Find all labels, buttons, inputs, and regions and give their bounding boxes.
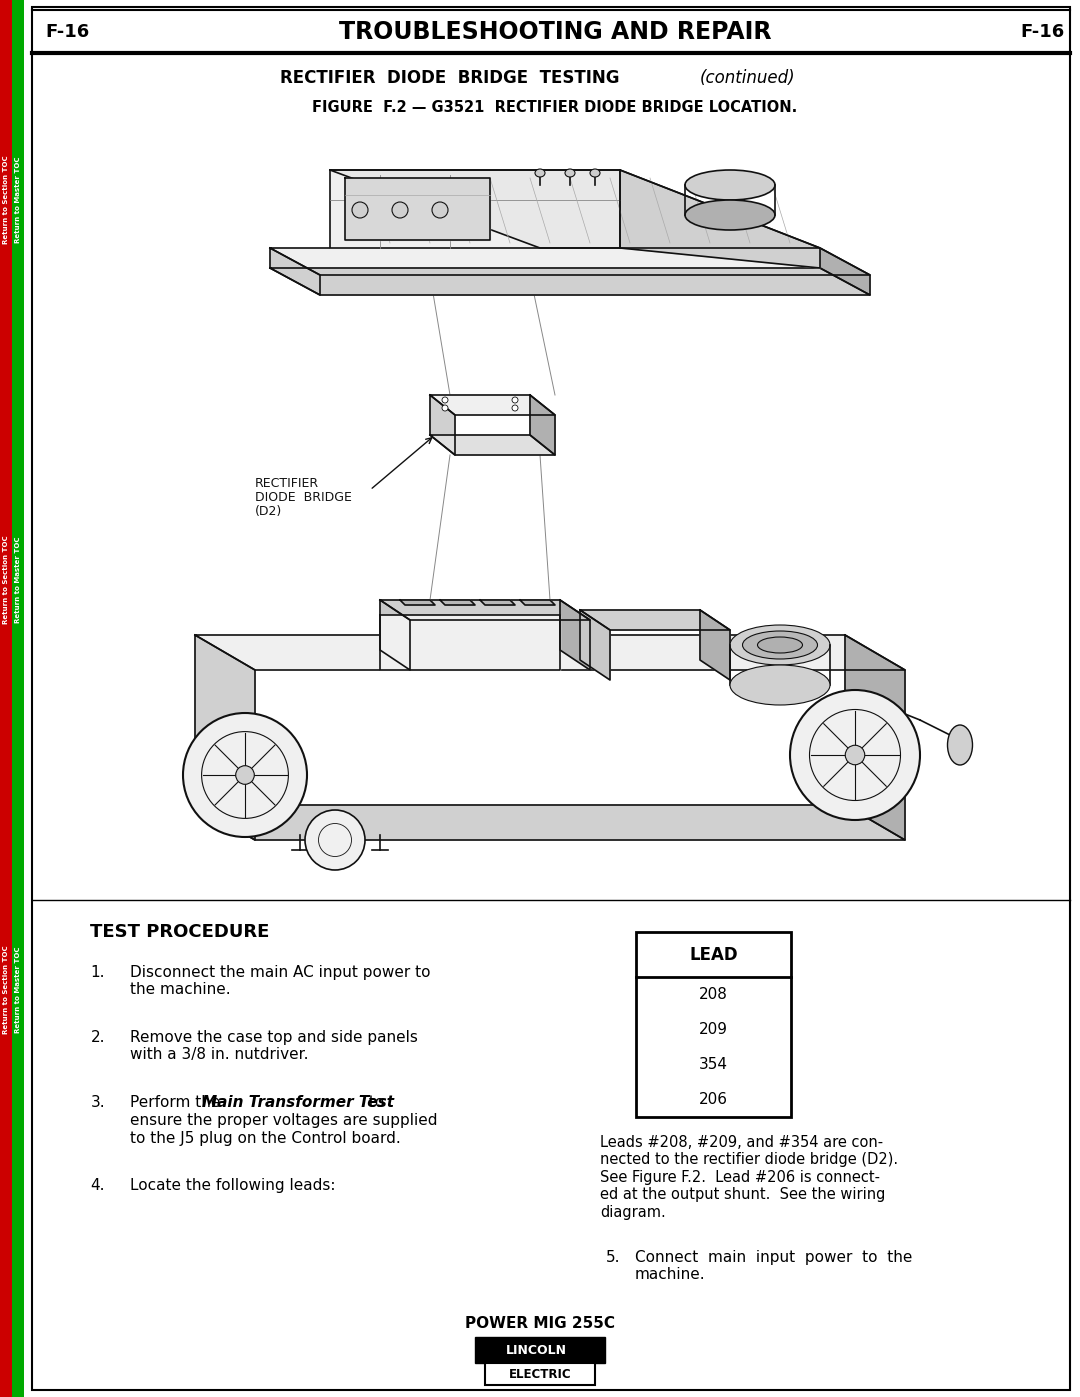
Polygon shape — [561, 599, 590, 671]
Text: 4.: 4. — [91, 1178, 105, 1193]
Polygon shape — [400, 599, 435, 605]
Circle shape — [392, 203, 408, 218]
Polygon shape — [820, 249, 870, 295]
Text: Remove the case top and side panels
with a 3/8 in. nutdriver.: Remove the case top and side panels with… — [130, 1030, 418, 1062]
Polygon shape — [270, 249, 870, 275]
Text: 354: 354 — [699, 1058, 728, 1071]
Polygon shape — [580, 610, 610, 680]
Polygon shape — [345, 177, 490, 240]
Text: TROUBLESHOOTING AND REPAIR: TROUBLESHOOTING AND REPAIR — [339, 20, 771, 43]
Polygon shape — [430, 395, 455, 455]
Ellipse shape — [730, 665, 831, 705]
Text: ensure the proper voltages are supplied: ensure the proper voltages are supplied — [130, 1113, 437, 1127]
Text: 208: 208 — [699, 988, 728, 1002]
Text: Connect  main  input  power  to  the
machine.: Connect main input power to the machine. — [635, 1250, 913, 1282]
Text: Locate the following leads:: Locate the following leads: — [130, 1178, 336, 1193]
Polygon shape — [330, 170, 820, 249]
Polygon shape — [330, 170, 620, 249]
Polygon shape — [430, 434, 555, 455]
Text: (D2): (D2) — [255, 504, 282, 518]
Ellipse shape — [685, 170, 775, 200]
Ellipse shape — [730, 624, 831, 665]
Text: 3.: 3. — [91, 1095, 105, 1111]
Polygon shape — [530, 395, 555, 455]
Text: LINCOLN: LINCOLN — [505, 1344, 567, 1356]
Text: F-16: F-16 — [45, 22, 90, 41]
Polygon shape — [195, 636, 905, 671]
Text: Perform the: Perform the — [130, 1095, 226, 1111]
Text: F-16: F-16 — [1021, 22, 1065, 41]
Polygon shape — [519, 599, 555, 605]
Text: to the J5 plug on the Control board.: to the J5 plug on the Control board. — [130, 1132, 401, 1146]
Text: POWER MIG 255C: POWER MIG 255C — [465, 1316, 615, 1330]
Text: RECTIFIER: RECTIFIER — [255, 476, 319, 490]
Polygon shape — [480, 599, 515, 605]
Polygon shape — [195, 636, 255, 840]
Polygon shape — [270, 268, 870, 295]
Text: TEST PROCEDURE: TEST PROCEDURE — [90, 923, 269, 942]
Ellipse shape — [565, 169, 575, 177]
Text: ELECTRIC: ELECTRIC — [509, 1368, 571, 1380]
Circle shape — [432, 203, 448, 218]
Text: Leads #208, #209, and #354 are con-
nected to the rectifier diode bridge (D2).
S: Leads #208, #209, and #354 are con- nect… — [600, 1134, 899, 1220]
Polygon shape — [195, 805, 905, 840]
Circle shape — [183, 712, 307, 837]
Text: Return to Section TOC: Return to Section TOC — [3, 535, 9, 624]
Circle shape — [512, 405, 518, 411]
Bar — [485, 1363, 595, 1384]
Ellipse shape — [535, 169, 545, 177]
Polygon shape — [380, 599, 590, 620]
Text: DIODE  BRIDGE: DIODE BRIDGE — [255, 490, 352, 504]
Text: Return to Master TOC: Return to Master TOC — [15, 156, 21, 243]
Circle shape — [352, 203, 368, 218]
Bar — [12, 0, 24, 1397]
Text: (continued): (continued) — [700, 68, 796, 87]
Polygon shape — [380, 615, 561, 671]
Text: Return to Master TOC: Return to Master TOC — [15, 947, 21, 1034]
Circle shape — [846, 745, 865, 764]
Text: 209: 209 — [699, 1023, 728, 1037]
Polygon shape — [380, 599, 410, 671]
Polygon shape — [430, 395, 555, 415]
Bar — [0, 0, 12, 1397]
Text: RECTIFIER  DIODE  BRIDGE  TESTING: RECTIFIER DIODE BRIDGE TESTING — [280, 68, 620, 87]
Polygon shape — [440, 599, 475, 605]
Polygon shape — [270, 249, 320, 295]
Bar — [475, 1337, 605, 1363]
Polygon shape — [620, 170, 820, 268]
Text: LEAD: LEAD — [689, 946, 738, 964]
Circle shape — [442, 397, 448, 402]
Ellipse shape — [743, 631, 818, 659]
Ellipse shape — [590, 169, 600, 177]
Text: Disconnect the main AC input power to
the machine.: Disconnect the main AC input power to th… — [130, 965, 431, 997]
Bar — [636, 932, 791, 1118]
Text: to: to — [364, 1095, 384, 1111]
Text: 2.: 2. — [91, 1030, 105, 1045]
Circle shape — [512, 397, 518, 402]
Polygon shape — [845, 636, 905, 840]
Circle shape — [305, 810, 365, 870]
Ellipse shape — [947, 725, 972, 766]
Text: Return to Section TOC: Return to Section TOC — [3, 155, 9, 244]
Text: 206: 206 — [699, 1092, 728, 1106]
Text: 1.: 1. — [91, 965, 105, 981]
Text: ®: ® — [592, 1340, 600, 1350]
Polygon shape — [580, 610, 730, 630]
Circle shape — [789, 690, 920, 820]
Text: 5.: 5. — [606, 1250, 620, 1266]
Text: FIGURE  F.2 — G3521  RECTIFIER DIODE BRIDGE LOCATION.: FIGURE F.2 — G3521 RECTIFIER DIODE BRIDG… — [312, 101, 798, 116]
Ellipse shape — [757, 637, 802, 652]
Polygon shape — [700, 610, 730, 680]
Ellipse shape — [685, 200, 775, 231]
Text: Main Transformer Test: Main Transformer Test — [202, 1095, 394, 1111]
Circle shape — [235, 766, 254, 784]
Text: Return to Section TOC: Return to Section TOC — [3, 946, 9, 1034]
Text: Return to Master TOC: Return to Master TOC — [15, 536, 21, 623]
Circle shape — [442, 405, 448, 411]
